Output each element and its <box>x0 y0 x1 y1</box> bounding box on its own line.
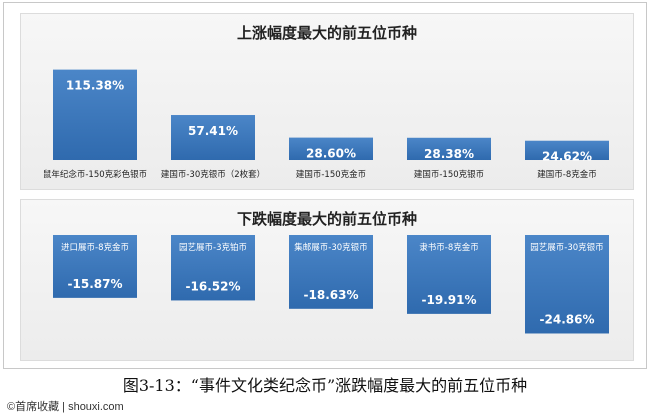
fall-bar <box>525 235 609 334</box>
figure-frame: 上涨幅度最大的前五位币种 115.38% 鼠年纪念币-150克彩色银币 57.41%… <box>3 2 647 369</box>
rise-chart-panel: 上涨幅度最大的前五位币种 115.38% 鼠年纪念币-150克彩色银币 57.41%… <box>20 13 634 190</box>
fall-category-label: 进口展币-8克金币 <box>61 242 129 253</box>
rise-value-label: 24.62% <box>542 150 592 164</box>
figure-caption: 图3-13：“事件文化类纪念币”涨跌幅度最大的前五位币种 <box>122 376 528 395</box>
watermark: ©首席收藏 | shouxi.com <box>3 397 128 415</box>
fall-category-label: 集邮展币-30克银币 <box>294 242 367 253</box>
fall-chart-panel: 下跌幅度最大的前五位币种 进口展币-8克金币 -15.87% 园艺展币-3克铂币 -1… <box>20 199 634 361</box>
fall-bar <box>53 235 137 298</box>
fall-category-label: 园艺展币-3克铂币 <box>179 242 247 253</box>
fall-value-label: -19.91% <box>422 293 477 307</box>
fall-value-label: -15.87% <box>68 277 123 291</box>
rise-bar <box>407 137 491 160</box>
rise-value-label: 115.38% <box>66 79 124 93</box>
rise-value-label: 57.41% <box>188 124 238 138</box>
fall-value-label: -18.63% <box>304 288 359 302</box>
rise-bar <box>53 69 137 160</box>
rise-bar <box>289 137 373 160</box>
rise-chart: 115.38% 鼠年纪念币-150克彩色银币 57.41% 建国币-30克银币（2枚套… <box>43 69 609 180</box>
rise-category-label: 建国币-8克金币 <box>537 169 596 180</box>
rise-category-label: 建国币-30克银币（2枚套） <box>161 169 265 180</box>
fall-category-label: 园艺展币-30克银币 <box>530 242 603 253</box>
fall-value-label: -16.52% <box>186 279 241 293</box>
fall-value-label: -24.86% <box>540 312 595 326</box>
rise-category-label: 建国币-150克金币 <box>296 169 366 180</box>
rise-bar <box>525 140 609 160</box>
rise-value-label: 28.38% <box>424 147 474 161</box>
fall-bar <box>407 235 491 314</box>
fall-chart-title: 下跌幅度最大的前五位币种 <box>236 210 417 228</box>
rise-bar <box>171 115 255 160</box>
rise-category-label: 建国币-150克银币 <box>414 169 484 180</box>
fall-bar <box>171 235 255 301</box>
fall-chart: 进口展币-8克金币 -15.87% 园艺展币-3克铂币 -16.52% 集邮展币-30克… <box>53 235 609 334</box>
rise-value-label: 28.60% <box>306 147 356 161</box>
rise-category-label: 鼠年纪念币-150克彩色银币 <box>43 169 147 180</box>
fall-bar <box>289 235 373 309</box>
rise-chart-title: 上涨幅度最大的前五位币种 <box>236 24 417 42</box>
fall-category-label: 隶书币-8克金币 <box>419 242 478 253</box>
